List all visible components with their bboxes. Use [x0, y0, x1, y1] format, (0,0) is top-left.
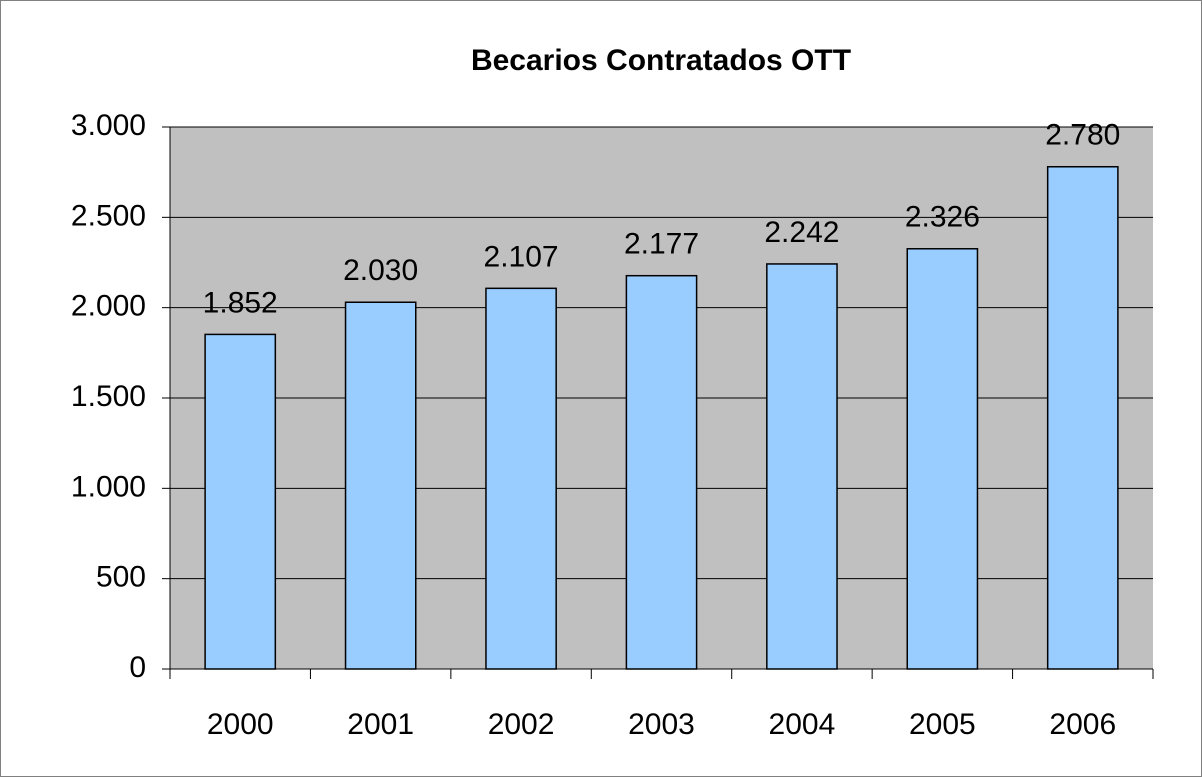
value-label: 2.326 — [905, 201, 980, 234]
bar — [204, 333, 277, 670]
x-tick-label: 2005 — [909, 708, 976, 741]
bar — [1046, 165, 1119, 670]
bar — [485, 287, 557, 670]
x-tick-label: 2006 — [1049, 708, 1116, 741]
chart-title: Becarios Contratados OTT — [471, 44, 851, 77]
x-tick-label: 2000 — [207, 708, 274, 741]
y-tick-label: 2.500 — [71, 199, 146, 232]
value-label: 2.177 — [624, 228, 699, 261]
y-tick-label: 500 — [96, 561, 146, 594]
x-tick-label: 2003 — [628, 708, 695, 741]
bar — [766, 263, 838, 670]
x-tick-label: 2004 — [769, 708, 836, 741]
y-tick-label: 2.000 — [71, 290, 146, 323]
bar — [906, 248, 979, 670]
value-label: 1.852 — [203, 286, 278, 319]
x-tick-label: 2002 — [488, 708, 555, 741]
y-tick-label: 1.000 — [71, 470, 146, 503]
value-label: 2.030 — [343, 254, 418, 287]
y-tick-label: 3.000 — [71, 109, 146, 142]
y-tick-label: 0 — [129, 651, 146, 684]
value-label: 2.107 — [484, 240, 559, 273]
x-tick-label: 2001 — [347, 708, 414, 741]
bar — [344, 301, 417, 670]
y-tick-label: 1.500 — [71, 380, 146, 413]
value-label: 2.780 — [1045, 119, 1120, 152]
bar — [625, 274, 698, 670]
value-label: 2.242 — [764, 216, 839, 249]
